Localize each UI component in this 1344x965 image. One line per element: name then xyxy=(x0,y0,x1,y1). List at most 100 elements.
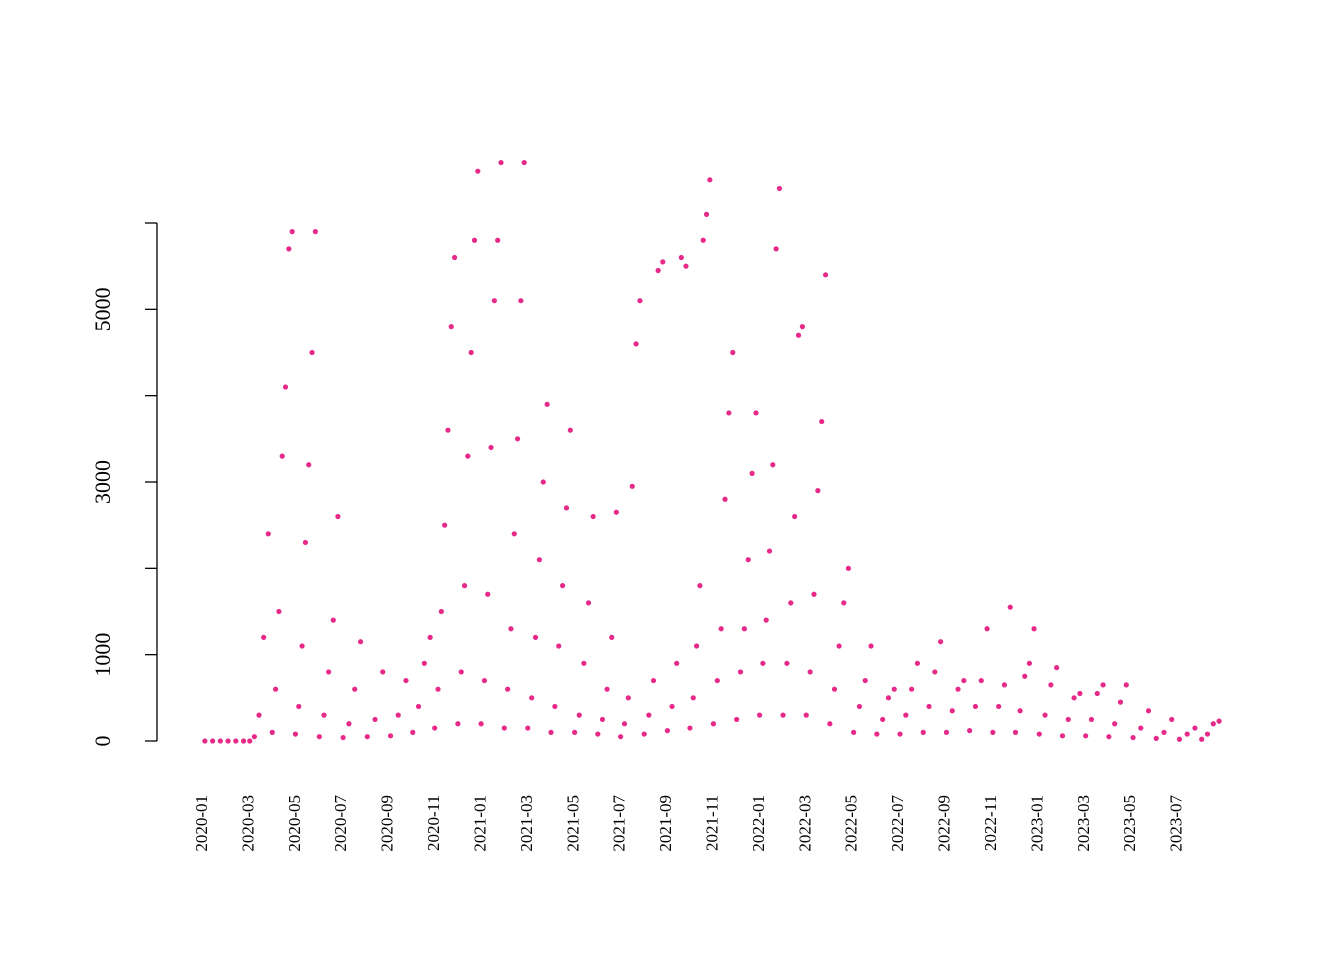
point xyxy=(669,703,675,710)
x-tick-label: 2020-03 xyxy=(238,795,257,852)
point xyxy=(556,643,562,649)
point xyxy=(693,643,700,649)
point xyxy=(629,483,635,489)
x-tick-label: 2022-09 xyxy=(935,795,954,852)
point xyxy=(845,565,852,571)
x-tick-label: 2020-05 xyxy=(285,795,304,852)
point xyxy=(296,703,302,710)
point xyxy=(585,600,592,606)
point xyxy=(335,513,341,520)
point xyxy=(1059,733,1066,739)
point xyxy=(763,617,769,623)
point xyxy=(1130,734,1136,741)
x-tick-label: 2021-03 xyxy=(517,795,536,852)
point xyxy=(885,695,892,701)
point xyxy=(926,703,932,710)
point xyxy=(920,729,926,735)
point xyxy=(811,591,817,597)
point xyxy=(862,677,868,684)
point xyxy=(445,427,451,433)
point xyxy=(1161,729,1167,735)
point xyxy=(650,677,657,684)
point xyxy=(1007,604,1013,610)
point xyxy=(753,410,759,416)
point xyxy=(309,349,315,356)
point xyxy=(514,436,521,442)
point xyxy=(856,703,863,710)
point xyxy=(955,686,961,692)
point xyxy=(836,643,842,649)
point xyxy=(730,349,736,356)
point xyxy=(773,246,779,252)
point xyxy=(792,513,798,520)
point xyxy=(851,729,857,735)
y-tick-label: 5000 xyxy=(90,287,115,331)
point xyxy=(1153,735,1159,742)
point xyxy=(1176,736,1183,742)
point xyxy=(1012,729,1019,735)
point xyxy=(737,669,744,675)
point xyxy=(465,453,471,459)
point xyxy=(1145,708,1152,714)
point xyxy=(831,686,838,692)
point xyxy=(505,686,511,692)
point xyxy=(674,660,680,666)
point xyxy=(251,734,257,740)
x-tick-label: 2022-07 xyxy=(888,795,907,852)
point xyxy=(741,626,747,632)
point xyxy=(961,677,967,684)
point xyxy=(1199,736,1205,742)
point xyxy=(1022,673,1028,679)
point xyxy=(451,254,458,261)
point xyxy=(1048,682,1054,688)
point xyxy=(807,669,813,675)
point xyxy=(1169,716,1175,723)
point xyxy=(233,738,239,744)
point xyxy=(703,211,710,217)
point xyxy=(1036,731,1042,737)
point xyxy=(734,716,740,723)
point xyxy=(299,643,305,649)
point xyxy=(697,583,703,589)
point xyxy=(567,427,573,433)
x-tick-label: 2023-03 xyxy=(1074,795,1093,852)
point xyxy=(683,263,689,269)
point xyxy=(972,703,979,710)
point xyxy=(421,660,427,666)
point xyxy=(690,695,696,701)
point xyxy=(788,600,794,606)
point xyxy=(1042,712,1048,718)
point xyxy=(780,712,786,718)
point xyxy=(511,531,517,537)
point xyxy=(458,669,464,675)
point xyxy=(432,725,438,731)
point xyxy=(891,686,897,692)
point xyxy=(868,643,874,649)
point xyxy=(427,634,433,641)
point xyxy=(1184,731,1190,737)
point xyxy=(210,738,216,744)
point xyxy=(501,725,507,731)
point xyxy=(749,470,755,476)
point xyxy=(478,721,484,727)
point xyxy=(637,298,643,304)
y-tick-label: 3000 xyxy=(90,460,115,504)
point xyxy=(1204,731,1211,737)
x-tick-label: 2021-07 xyxy=(610,795,629,852)
point xyxy=(563,505,570,511)
point xyxy=(468,349,474,356)
point xyxy=(1031,626,1037,632)
point xyxy=(1071,695,1077,701)
point xyxy=(217,738,223,744)
point xyxy=(461,583,468,589)
point xyxy=(276,608,282,615)
point xyxy=(1088,716,1095,723)
point xyxy=(613,509,619,515)
point xyxy=(909,686,915,692)
point xyxy=(815,488,821,494)
point xyxy=(1100,682,1106,688)
point xyxy=(475,168,481,174)
x-tick-label: 2021-09 xyxy=(656,795,675,852)
point xyxy=(340,734,346,741)
point xyxy=(990,729,996,735)
